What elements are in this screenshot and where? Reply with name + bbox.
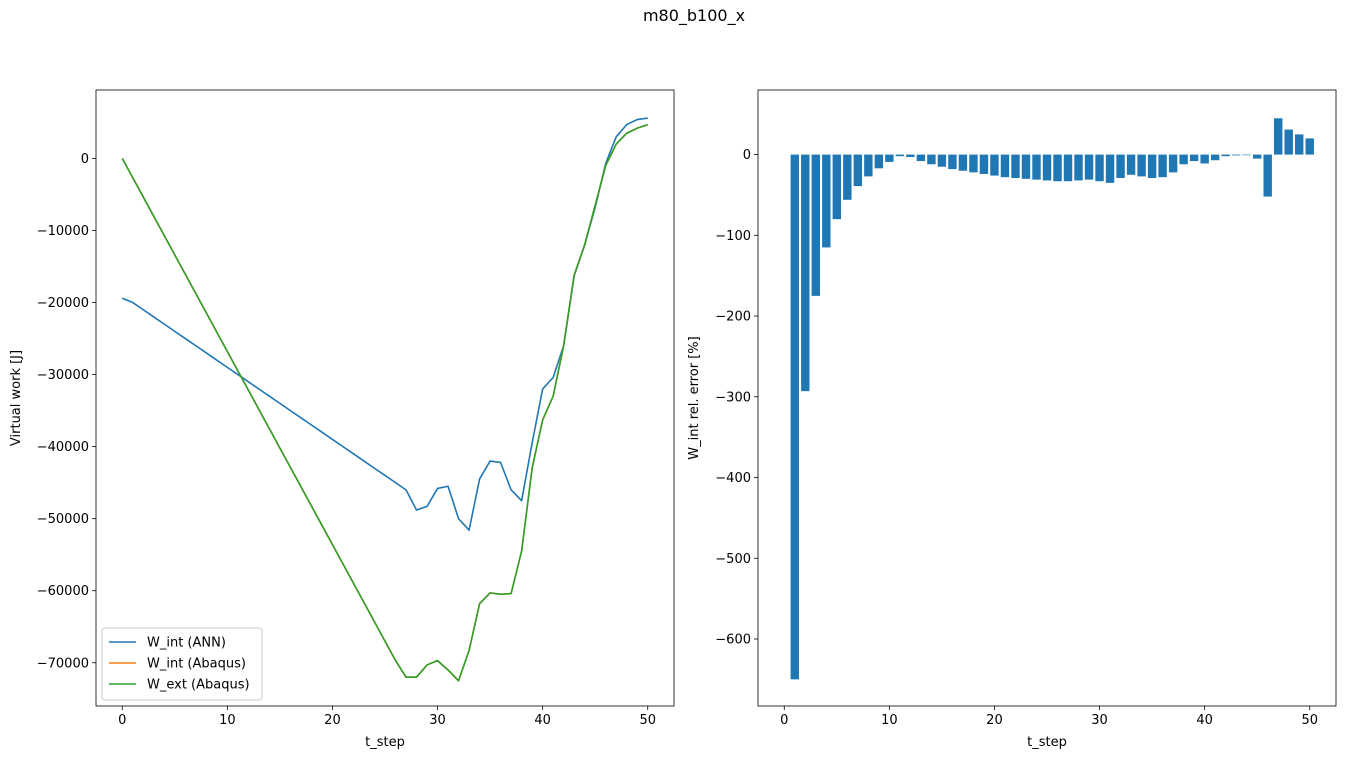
error-bar bbox=[958, 154, 968, 171]
error-bar bbox=[1158, 154, 1167, 178]
axes-frame-left bbox=[95, 89, 675, 707]
left-x-tick-label: 40 bbox=[534, 713, 551, 728]
error-bar bbox=[1252, 154, 1262, 159]
error-bar bbox=[948, 154, 957, 170]
left-x-tick-label: 10 bbox=[219, 713, 236, 728]
error-bar bbox=[853, 154, 863, 187]
right-y-tick-label: −200 bbox=[715, 310, 751, 325]
left-y-tick-label: −10000 bbox=[37, 224, 89, 239]
relative-error-bar-chart: 0 10 20 30 40 50 0 −100 −200 −300 −400 −500 −600 t_s… bbox=[687, 89, 1337, 750]
error-bar bbox=[801, 154, 810, 392]
error-bar bbox=[1221, 154, 1230, 157]
error-bar bbox=[885, 154, 894, 162]
error-bars bbox=[790, 118, 1314, 680]
error-bar bbox=[1179, 154, 1188, 165]
virtual-work-line-chart: 0 10 20 30 40 50 0 −10000 −20000 −30000 −40000 −500… bbox=[9, 89, 675, 750]
error-bar bbox=[1168, 154, 1178, 173]
legend-label: W_ext (Abaqus) bbox=[147, 678, 250, 693]
error-bar bbox=[1305, 138, 1314, 155]
error-bar bbox=[1011, 154, 1020, 178]
right-y-tick-label: −500 bbox=[715, 552, 751, 567]
error-bar bbox=[843, 154, 852, 200]
right-x-tick-label: 40 bbox=[1196, 713, 1213, 728]
error-bar bbox=[990, 154, 999, 176]
error-bar bbox=[822, 154, 831, 248]
error-bar bbox=[1021, 154, 1031, 179]
left-y-tick-label: 0 bbox=[81, 152, 89, 167]
error-bar bbox=[1242, 154, 1251, 156]
error-bar bbox=[895, 154, 905, 157]
left-x-tick-label: 50 bbox=[639, 713, 656, 728]
figure-title: m80_b100_x bbox=[643, 6, 745, 26]
right-x-tick-label: 30 bbox=[1091, 713, 1108, 728]
error-bar bbox=[1116, 154, 1125, 178]
series-line-w-int-ann bbox=[121, 117, 648, 532]
error-bar bbox=[1295, 134, 1304, 155]
y-axis-label-left: Virtual work [J] bbox=[9, 350, 24, 446]
error-bar bbox=[937, 154, 947, 167]
error-bar bbox=[1263, 154, 1272, 197]
error-bar bbox=[1105, 154, 1115, 183]
error-bar bbox=[1210, 154, 1220, 161]
error-bar bbox=[1274, 118, 1283, 155]
error-bar bbox=[969, 154, 978, 173]
error-bar bbox=[874, 154, 884, 169]
series-lines bbox=[121, 117, 648, 682]
x-axis-label-right: t_step bbox=[1027, 735, 1067, 750]
axes-frame-right bbox=[757, 89, 1337, 707]
right-x-tick-label: 10 bbox=[881, 713, 898, 728]
right-x-tick-label: 0 bbox=[780, 713, 788, 728]
right-x-tick-label: 20 bbox=[986, 713, 1003, 728]
right-y-tick-label: −400 bbox=[715, 471, 751, 486]
error-bar bbox=[927, 154, 936, 165]
error-bar bbox=[1200, 154, 1209, 164]
right-y-tick-label: −300 bbox=[715, 390, 751, 405]
error-bar bbox=[864, 154, 873, 177]
axis-ticks-left: 0 10 20 30 40 50 0 −10000 −20000 −30000 −40000 −500… bbox=[37, 152, 656, 728]
right-y-tick-label: −100 bbox=[715, 229, 751, 244]
error-bar bbox=[832, 154, 842, 220]
y-axis-label-right: W_int rel. error [%] bbox=[687, 336, 702, 459]
x-axis-label-left: t_step bbox=[365, 735, 405, 750]
left-y-tick-label: −30000 bbox=[37, 368, 89, 383]
error-bar bbox=[1137, 154, 1146, 177]
left-y-tick-label: −70000 bbox=[37, 656, 89, 671]
legend-label: W_int (ANN) bbox=[147, 636, 226, 651]
legend-box bbox=[101, 627, 263, 701]
error-bar bbox=[1032, 154, 1041, 180]
series-line-w-int-abaqus bbox=[121, 123, 648, 682]
right-y-tick-label: −600 bbox=[715, 632, 751, 647]
left-y-tick-label: −60000 bbox=[37, 584, 89, 599]
right-x-tick-label: 50 bbox=[1301, 713, 1318, 728]
error-bar bbox=[906, 154, 915, 158]
error-bar bbox=[790, 154, 799, 680]
error-bar bbox=[1074, 154, 1083, 181]
error-bar bbox=[979, 154, 989, 174]
error-bar bbox=[916, 154, 926, 162]
left-x-tick-label: 0 bbox=[118, 713, 126, 728]
error-bar bbox=[1147, 154, 1157, 178]
error-bar bbox=[1063, 154, 1073, 182]
error-bar bbox=[1126, 154, 1136, 175]
left-y-tick-label: −50000 bbox=[37, 512, 89, 527]
legend: W_int (ANN) W_int (Abaqus) W_ext (Abaqus) bbox=[101, 627, 263, 701]
left-x-tick-label: 30 bbox=[429, 713, 446, 728]
left-y-tick-label: −40000 bbox=[37, 440, 89, 455]
legend-label: W_int (Abaqus) bbox=[147, 657, 246, 672]
error-bar bbox=[1284, 129, 1293, 155]
left-x-tick-label: 20 bbox=[324, 713, 341, 728]
error-bar bbox=[1084, 154, 1094, 180]
axis-ticks-right: 0 10 20 30 40 50 0 −100 −200 −300 −400 −500 −600 bbox=[715, 148, 1318, 728]
right-y-tick-label: 0 bbox=[743, 148, 751, 163]
error-bar bbox=[1231, 154, 1241, 156]
error-bar bbox=[1000, 154, 1010, 178]
error-bar bbox=[811, 154, 821, 296]
error-bar bbox=[1095, 154, 1104, 182]
error-bar bbox=[1053, 154, 1062, 182]
series-line-w-ext-abaqus bbox=[121, 123, 648, 682]
error-bar bbox=[1042, 154, 1052, 181]
left-y-tick-label: −20000 bbox=[37, 296, 89, 311]
error-bar bbox=[1189, 154, 1199, 162]
